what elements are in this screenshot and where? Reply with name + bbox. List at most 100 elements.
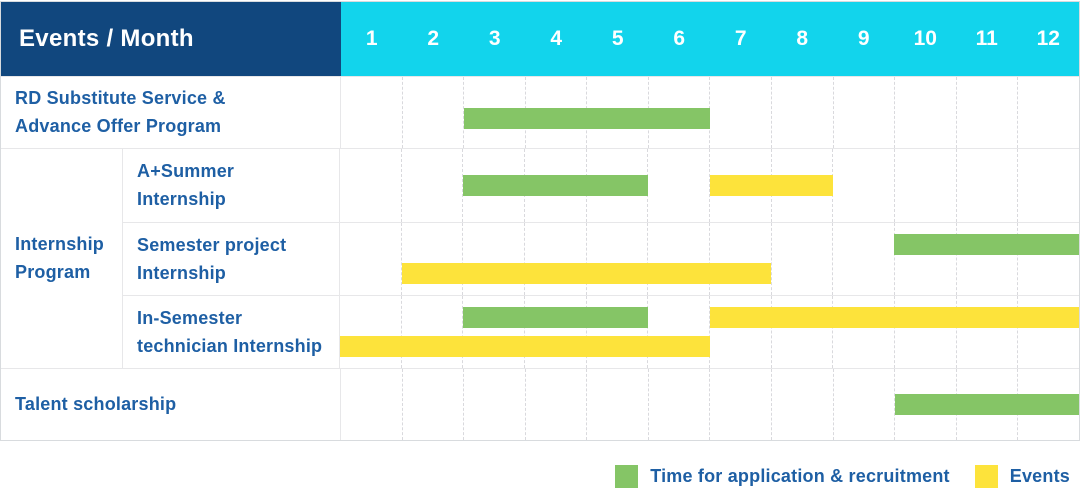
month-label-11: 11	[975, 27, 998, 50]
month-label-2: 2	[427, 27, 440, 50]
month-label-9: 9	[857, 27, 870, 50]
legend: Time for application & recruitment Event…	[615, 465, 1070, 488]
grid-cell	[463, 222, 526, 295]
row-label-line: In-Semester	[137, 307, 243, 328]
month-label-1: 1	[365, 27, 378, 50]
grid-cell	[957, 295, 1019, 368]
table-row: A+Summer Internship	[123, 148, 1079, 222]
grid-cell	[1018, 149, 1079, 222]
month-label-10: 10	[913, 27, 937, 50]
gantt-track	[340, 295, 1079, 368]
table-row: RD Substitute Service & Advance Offer Pr…	[1, 76, 1079, 148]
gantt-bar-event	[340, 335, 710, 357]
gantt-bar-recruitment	[463, 175, 648, 196]
grid-cell	[834, 77, 896, 148]
month-gridlines	[340, 295, 1079, 368]
internship-program-group: Internship Program A+Summer Internship S…	[1, 147, 1079, 368]
grid-cell	[772, 368, 834, 440]
grid-cell	[648, 222, 711, 295]
grid-cell	[587, 295, 649, 368]
row-label-semester-project-internship: Semester project Internship	[123, 222, 340, 295]
row-label-talent-scholarship: Talent scholarship	[1, 368, 341, 440]
gantt-bar-recruitment	[894, 394, 1079, 416]
table-row: In-Semester technician Internship	[123, 294, 1079, 368]
month-label-12: 12	[1036, 27, 1060, 50]
grid-cell	[895, 295, 957, 368]
page-title: Events / Month	[19, 25, 194, 52]
table-row: Semester project Internship	[123, 221, 1079, 295]
grid-cell	[340, 222, 402, 295]
grid-cell	[895, 148, 957, 222]
legend-item-recruitment: Time for application & recruitment	[615, 465, 950, 488]
grid-cell	[895, 222, 957, 295]
gantt-bar-event	[401, 262, 772, 284]
grid-cell	[464, 368, 526, 440]
grid-cell	[772, 77, 834, 148]
gantt-bar-event	[709, 175, 833, 196]
row-label-line: Internship	[137, 189, 227, 209]
month-label-3: 3	[488, 27, 501, 50]
grid-cell	[834, 368, 896, 440]
row-label-line: RD Substitute Service &	[15, 88, 226, 109]
legend-label: Events	[1009, 466, 1070, 486]
grid-cell	[526, 368, 588, 440]
grid-cell	[710, 295, 772, 368]
grid-cell	[341, 368, 403, 440]
grid-cell	[648, 148, 711, 222]
header-title-cell: Events / Month	[1, 2, 341, 76]
row-label-in-semester-technician-internship: In-Semester technician Internship	[123, 295, 340, 368]
grid-cell	[710, 77, 773, 148]
grid-cell	[648, 295, 711, 368]
grid-cell	[710, 368, 773, 440]
grid-cell	[957, 148, 1019, 222]
grid-cell	[833, 148, 896, 222]
row-label-line: A+Summer	[137, 161, 235, 181]
row-label-line: Internship	[137, 262, 227, 283]
month-gridlines	[341, 77, 1079, 148]
month-label-7: 7	[734, 27, 747, 50]
gantt-bar-event	[709, 306, 1079, 328]
group-label-internship-program: Internship Program	[1, 148, 123, 368]
grid-cell	[957, 222, 1019, 295]
table-header-row: Events / Month 1 2 3 4 5 6 7 8 9 10 11 12	[1, 2, 1079, 76]
group-label-line: Internship	[15, 234, 105, 254]
month-header-row: 1 2 3 4 5 6 7 8 9 10 11 12	[341, 2, 1079, 76]
table-row: Talent scholarship	[1, 367, 1079, 440]
grid-cell	[525, 222, 587, 295]
grid-cell	[833, 222, 896, 295]
grid-cell	[772, 148, 834, 222]
legend-item-events: Events	[974, 465, 1070, 488]
row-label-a-plus-summer-internship: A+Summer Internship	[123, 148, 340, 222]
group-label-line: Program	[15, 262, 91, 282]
events-month-gantt-table: Events / Month 1 2 3 4 5 6 7 8 9 10 11 12 RD Substi…	[0, 1, 1080, 441]
grid-cell	[587, 368, 649, 440]
month-label-4: 4	[550, 27, 563, 50]
row-label-line: Talent scholarship	[15, 394, 177, 415]
grid-cell	[341, 77, 403, 148]
grid-cell	[340, 148, 402, 222]
grid-cell	[402, 222, 464, 295]
gantt-bar-recruitment	[894, 233, 1079, 255]
gantt-track	[341, 368, 1079, 440]
row-label-rd-substitute-service: RD Substitute Service & Advance Offer Pr…	[1, 77, 341, 148]
grid-cell	[587, 222, 649, 295]
grid-cell	[525, 295, 587, 368]
month-label-8: 8	[796, 27, 809, 50]
month-label-6: 6	[673, 27, 686, 50]
gantt-bar-recruitment	[464, 108, 710, 129]
grid-cell	[772, 222, 834, 295]
gantt-bar-recruitment	[463, 306, 648, 328]
group-rows: A+Summer Internship Semester project Int…	[123, 148, 1079, 368]
grid-cell	[340, 295, 402, 368]
grid-cell	[1018, 77, 1079, 148]
green-swatch-icon	[615, 465, 639, 488]
grid-cell	[957, 77, 1019, 148]
yellow-swatch-icon	[974, 465, 998, 488]
grid-cell	[895, 77, 957, 148]
row-label-line: technician Internship	[137, 335, 323, 356]
month-gridlines	[340, 222, 1079, 295]
grid-cell	[402, 148, 464, 222]
grid-cell	[403, 368, 465, 440]
gantt-track	[340, 222, 1079, 295]
grid-cell	[403, 77, 465, 148]
